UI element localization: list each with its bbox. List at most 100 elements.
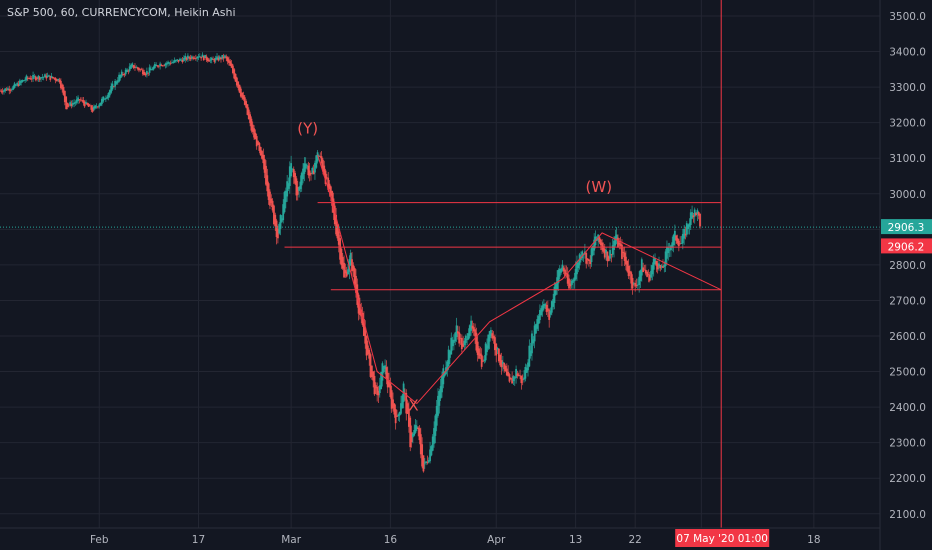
candle-body xyxy=(697,212,700,216)
candle-body xyxy=(353,268,356,284)
candle-body xyxy=(545,304,548,312)
candle-body xyxy=(241,92,244,98)
candle-body xyxy=(482,360,484,362)
candle-body xyxy=(533,325,536,342)
candle-body xyxy=(276,228,279,239)
candle-body xyxy=(675,235,678,241)
y-tick-label: 2300.0 xyxy=(889,438,926,450)
candle-body xyxy=(695,212,697,216)
candle-body xyxy=(165,63,168,65)
candle-body xyxy=(312,170,315,175)
candle-body xyxy=(508,374,511,382)
candle-body xyxy=(467,333,470,340)
candle-body xyxy=(116,80,119,83)
candle-body xyxy=(46,75,49,78)
candle-body xyxy=(271,200,274,211)
gridlines xyxy=(0,0,880,528)
candle-body xyxy=(570,280,573,285)
candle-body xyxy=(5,89,8,91)
candle-body xyxy=(299,181,302,189)
candle-body xyxy=(601,242,604,250)
candle-body xyxy=(537,316,540,324)
candle-body xyxy=(250,118,253,131)
candle-body xyxy=(28,78,31,79)
candle-body xyxy=(602,246,605,252)
x-tick-label: Feb xyxy=(90,534,109,546)
candle-body xyxy=(328,183,331,190)
candle-body xyxy=(189,57,192,60)
candle-body xyxy=(647,274,650,276)
candle-body xyxy=(409,417,412,448)
candle-body xyxy=(368,349,371,359)
candle-body xyxy=(435,405,438,426)
price-axis[interactable]: 2100.0 2200.0 2300.0 2400.0 2500.0 2600.0 2700… xyxy=(879,0,932,550)
candle-body xyxy=(67,104,70,106)
candle-body xyxy=(86,103,89,105)
candle-body xyxy=(321,159,324,172)
candle-body xyxy=(688,223,691,227)
candle-body xyxy=(421,444,424,467)
candle-body xyxy=(286,181,289,197)
candle-body xyxy=(73,102,76,104)
candle-body xyxy=(631,277,634,289)
y-tick-label: 3500.0 xyxy=(889,11,926,23)
candle-body xyxy=(492,335,495,339)
candle-body xyxy=(204,54,207,59)
y-tick-label: 3200.0 xyxy=(889,118,926,130)
candle-body xyxy=(393,403,396,415)
candle-body xyxy=(7,88,9,91)
candle-body xyxy=(131,63,134,67)
candle-body xyxy=(311,167,314,174)
candle-body xyxy=(650,270,652,278)
candle-body xyxy=(372,371,375,381)
candle-body xyxy=(441,376,443,393)
candle-body xyxy=(33,76,36,77)
candle-body xyxy=(433,428,435,444)
candle-body xyxy=(198,56,201,58)
candle-body xyxy=(291,168,294,170)
candle-body xyxy=(122,74,124,75)
candle-body xyxy=(329,186,332,196)
candle-body xyxy=(507,371,510,377)
candle-body xyxy=(282,204,285,221)
candle-body xyxy=(599,239,602,246)
candle-body xyxy=(683,228,686,239)
candle-body xyxy=(691,212,693,219)
candle-body xyxy=(8,89,11,91)
candle-body xyxy=(646,271,648,277)
drawings: (Y) (W) X xyxy=(0,0,880,528)
candle-body xyxy=(460,337,463,350)
candle-body xyxy=(437,395,439,416)
candle-body xyxy=(687,224,690,229)
candle-body xyxy=(53,77,56,79)
y-tick-label: 3300.0 xyxy=(889,82,926,94)
candle-body xyxy=(344,270,347,274)
candle-body xyxy=(307,165,310,176)
candle-body xyxy=(568,278,570,289)
candle-body xyxy=(134,66,136,69)
x-tick-label: 16 xyxy=(384,534,398,546)
candle-body xyxy=(17,84,20,86)
candle-body xyxy=(323,165,326,176)
candle-body xyxy=(384,365,386,369)
candle-body xyxy=(671,242,674,248)
candle-body xyxy=(660,265,663,267)
candle-body xyxy=(415,426,418,429)
candle-body xyxy=(400,403,402,414)
candle-body xyxy=(617,237,619,248)
candle-body xyxy=(25,75,28,81)
candle-body xyxy=(295,178,298,196)
candle-body xyxy=(670,245,672,251)
candle-body xyxy=(94,105,97,109)
candle-body xyxy=(4,88,7,91)
candle-body xyxy=(340,248,343,266)
candle-body xyxy=(478,348,480,359)
time-axis[interactable]: Feb17Mar16Apr1322M1807 May '20 01:00 xyxy=(0,527,880,547)
candle-body xyxy=(212,58,214,60)
candle-body xyxy=(220,57,222,60)
candle-body xyxy=(218,56,221,60)
candle-body xyxy=(681,233,684,244)
candle-body xyxy=(484,343,487,361)
